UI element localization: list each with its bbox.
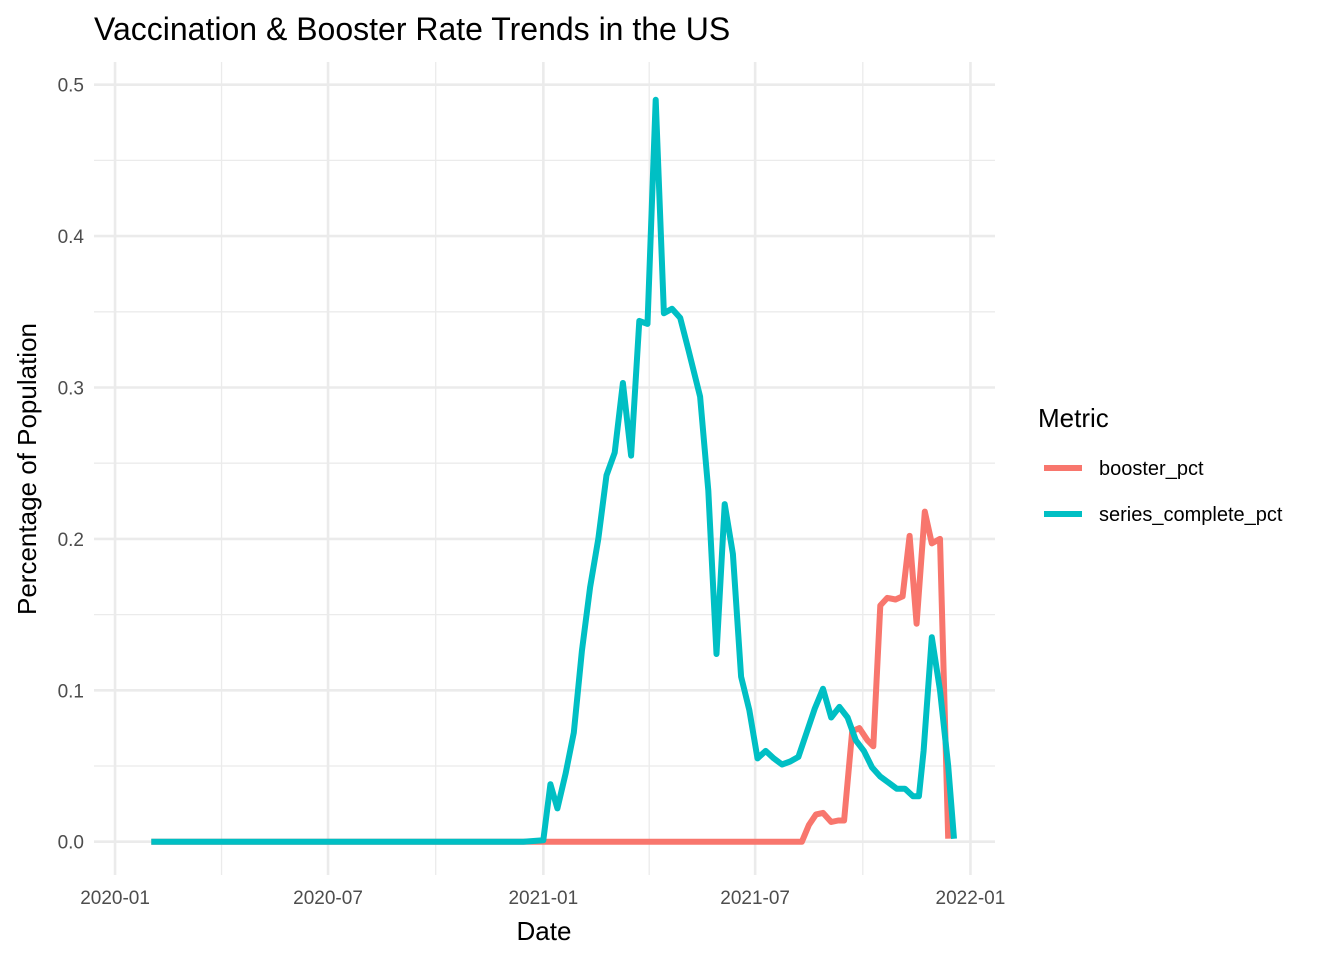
y-axis-title: Percentage of Population [12, 323, 42, 615]
series-line-series-complete-pct [151, 96, 957, 845]
legend-item-series-complete-pct: series_complete_pct [1044, 504, 1283, 526]
x-tick-label: 2020-07 [293, 888, 363, 909]
legend-item-booster-pct: booster_pct [1044, 458, 1204, 480]
x-axis-title: Date [517, 916, 572, 946]
legend-label: booster_pct [1099, 458, 1204, 480]
y-tick-label: 0.2 [58, 530, 84, 551]
series-line-booster-pct [151, 508, 952, 845]
y-tick-label: 0.0 [58, 833, 84, 854]
x-tick-label: 2021-07 [720, 888, 790, 909]
legend-label: series_complete_pct [1099, 504, 1283, 526]
grid [94, 62, 995, 875]
x-axis-tick-labels: 2020-01 2020-07 2021-01 2021-07 2022-01 [80, 888, 1005, 909]
y-tick-label: 0.5 [58, 76, 84, 97]
chart-title: Vaccination & Booster Rate Trends in the… [94, 11, 730, 47]
x-tick-label: 2021-01 [508, 888, 578, 909]
y-tick-label: 0.1 [58, 681, 84, 702]
legend-items: booster_pct series_complete_pct [1044, 458, 1283, 526]
legend: Metric booster_pct series_complete_pct [1038, 403, 1283, 526]
y-axis-tick-labels: 0.0 0.1 0.2 0.3 0.4 0.5 [58, 76, 85, 854]
series-lines [151, 96, 957, 845]
x-tick-label: 2022-01 [936, 888, 1006, 909]
x-tick-label: 2020-01 [80, 888, 150, 909]
y-tick-label: 0.4 [58, 227, 85, 248]
legend-title: Metric [1038, 403, 1109, 433]
y-tick-label: 0.3 [58, 379, 84, 400]
